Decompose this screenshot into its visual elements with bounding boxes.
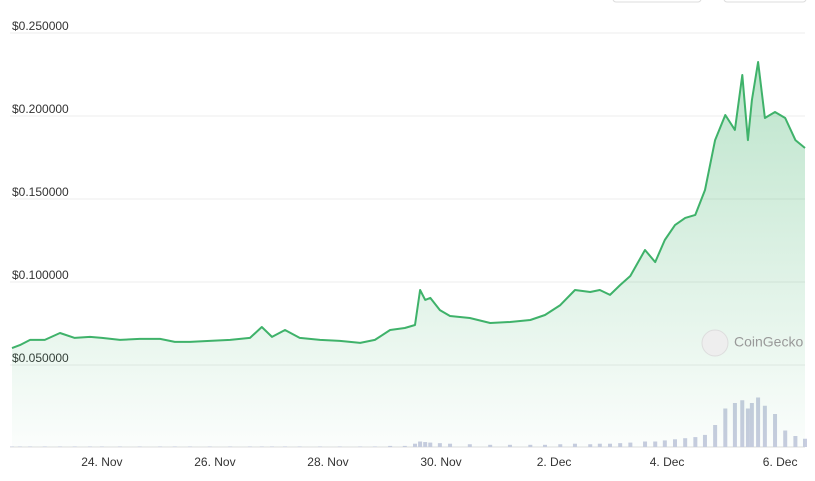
- y-tick-label: $0.100000: [12, 268, 69, 282]
- x-tick-label: 26. Nov: [194, 455, 235, 469]
- button[interactable]: [723, 0, 807, 3]
- x-tick-label: 2. Dec: [537, 455, 572, 469]
- watermark-text: CoinGecko: [734, 334, 803, 350]
- y-tick-label: $0.200000: [12, 102, 69, 116]
- y-tick-label: $0.150000: [12, 185, 69, 199]
- x-tick-label: 6. Dec: [763, 455, 798, 469]
- price-line: [11, 61, 806, 350]
- x-tick-label: 30. Nov: [420, 455, 461, 469]
- x-tick-label: 28. Nov: [307, 455, 348, 469]
- watermark: CoinGecko: [701, 329, 803, 357]
- watermark-logo: [701, 329, 729, 357]
- x-tick-label: 24. Nov: [81, 455, 122, 469]
- y-tick-label: $0.250000: [12, 19, 69, 33]
- area: [12, 62, 805, 447]
- x-tick-label: 4. Dec: [650, 455, 685, 469]
- button[interactable]: [612, 0, 702, 3]
